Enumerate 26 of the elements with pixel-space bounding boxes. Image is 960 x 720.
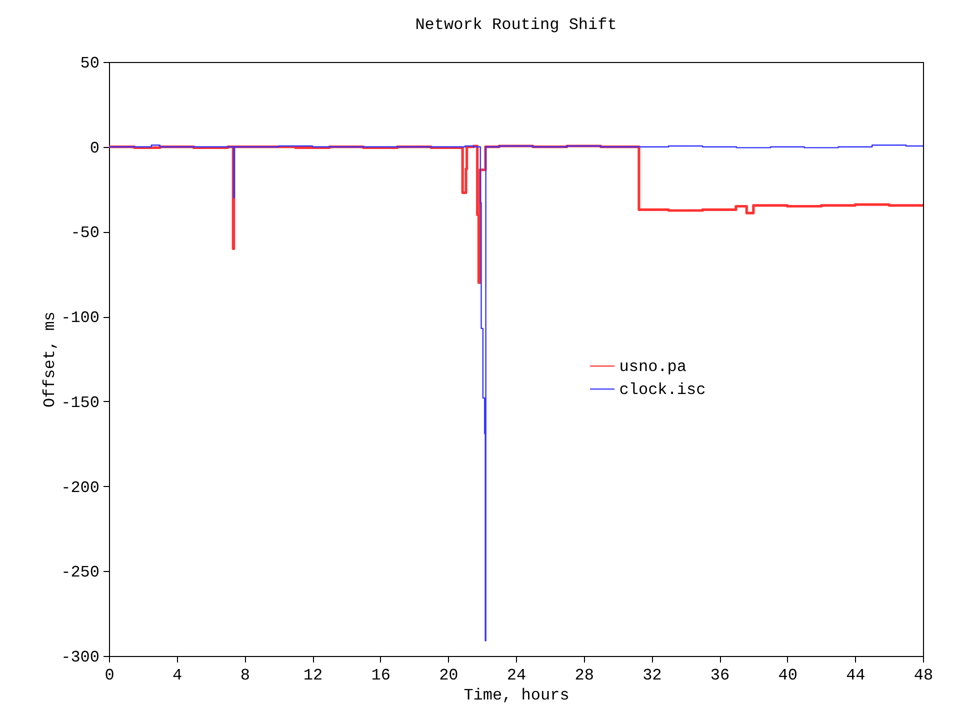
- x-tick-label: 4: [172, 666, 182, 684]
- y-tick-label: -300: [61, 648, 100, 666]
- y-tick-label: -100: [61, 309, 100, 328]
- x-tick-label: 12: [303, 666, 323, 684]
- legend-label: usno.pa: [619, 358, 687, 376]
- x-tick-label: 8: [240, 666, 250, 684]
- x-tick-label: 36: [710, 666, 730, 684]
- y-axis-title: Offset, ms: [41, 311, 60, 408]
- y-tick-label: 50: [80, 54, 100, 72]
- chart-title: Network Routing Shift: [415, 16, 617, 34]
- y-tick-label: -150: [61, 394, 100, 412]
- x-tick-label: 28: [574, 666, 594, 684]
- x-tick-label: 32: [642, 666, 662, 684]
- y-tick-label: -200: [61, 478, 100, 497]
- x-axis-title: Time, hours: [464, 686, 570, 704]
- x-tick-label: 48: [914, 666, 934, 684]
- x-tick-label: 44: [846, 666, 866, 684]
- x-tick-label: 24: [506, 666, 526, 684]
- legend-label: clock.isc: [619, 381, 706, 400]
- x-tick-label: 16: [371, 666, 390, 684]
- y-tick-label: -250: [61, 564, 100, 582]
- x-tick-label: 40: [778, 666, 798, 684]
- x-tick-label: 20: [439, 666, 458, 684]
- x-tick-label: 0: [104, 666, 114, 684]
- y-tick-label: 0: [90, 139, 100, 158]
- y-tick-label: -50: [70, 224, 100, 242]
